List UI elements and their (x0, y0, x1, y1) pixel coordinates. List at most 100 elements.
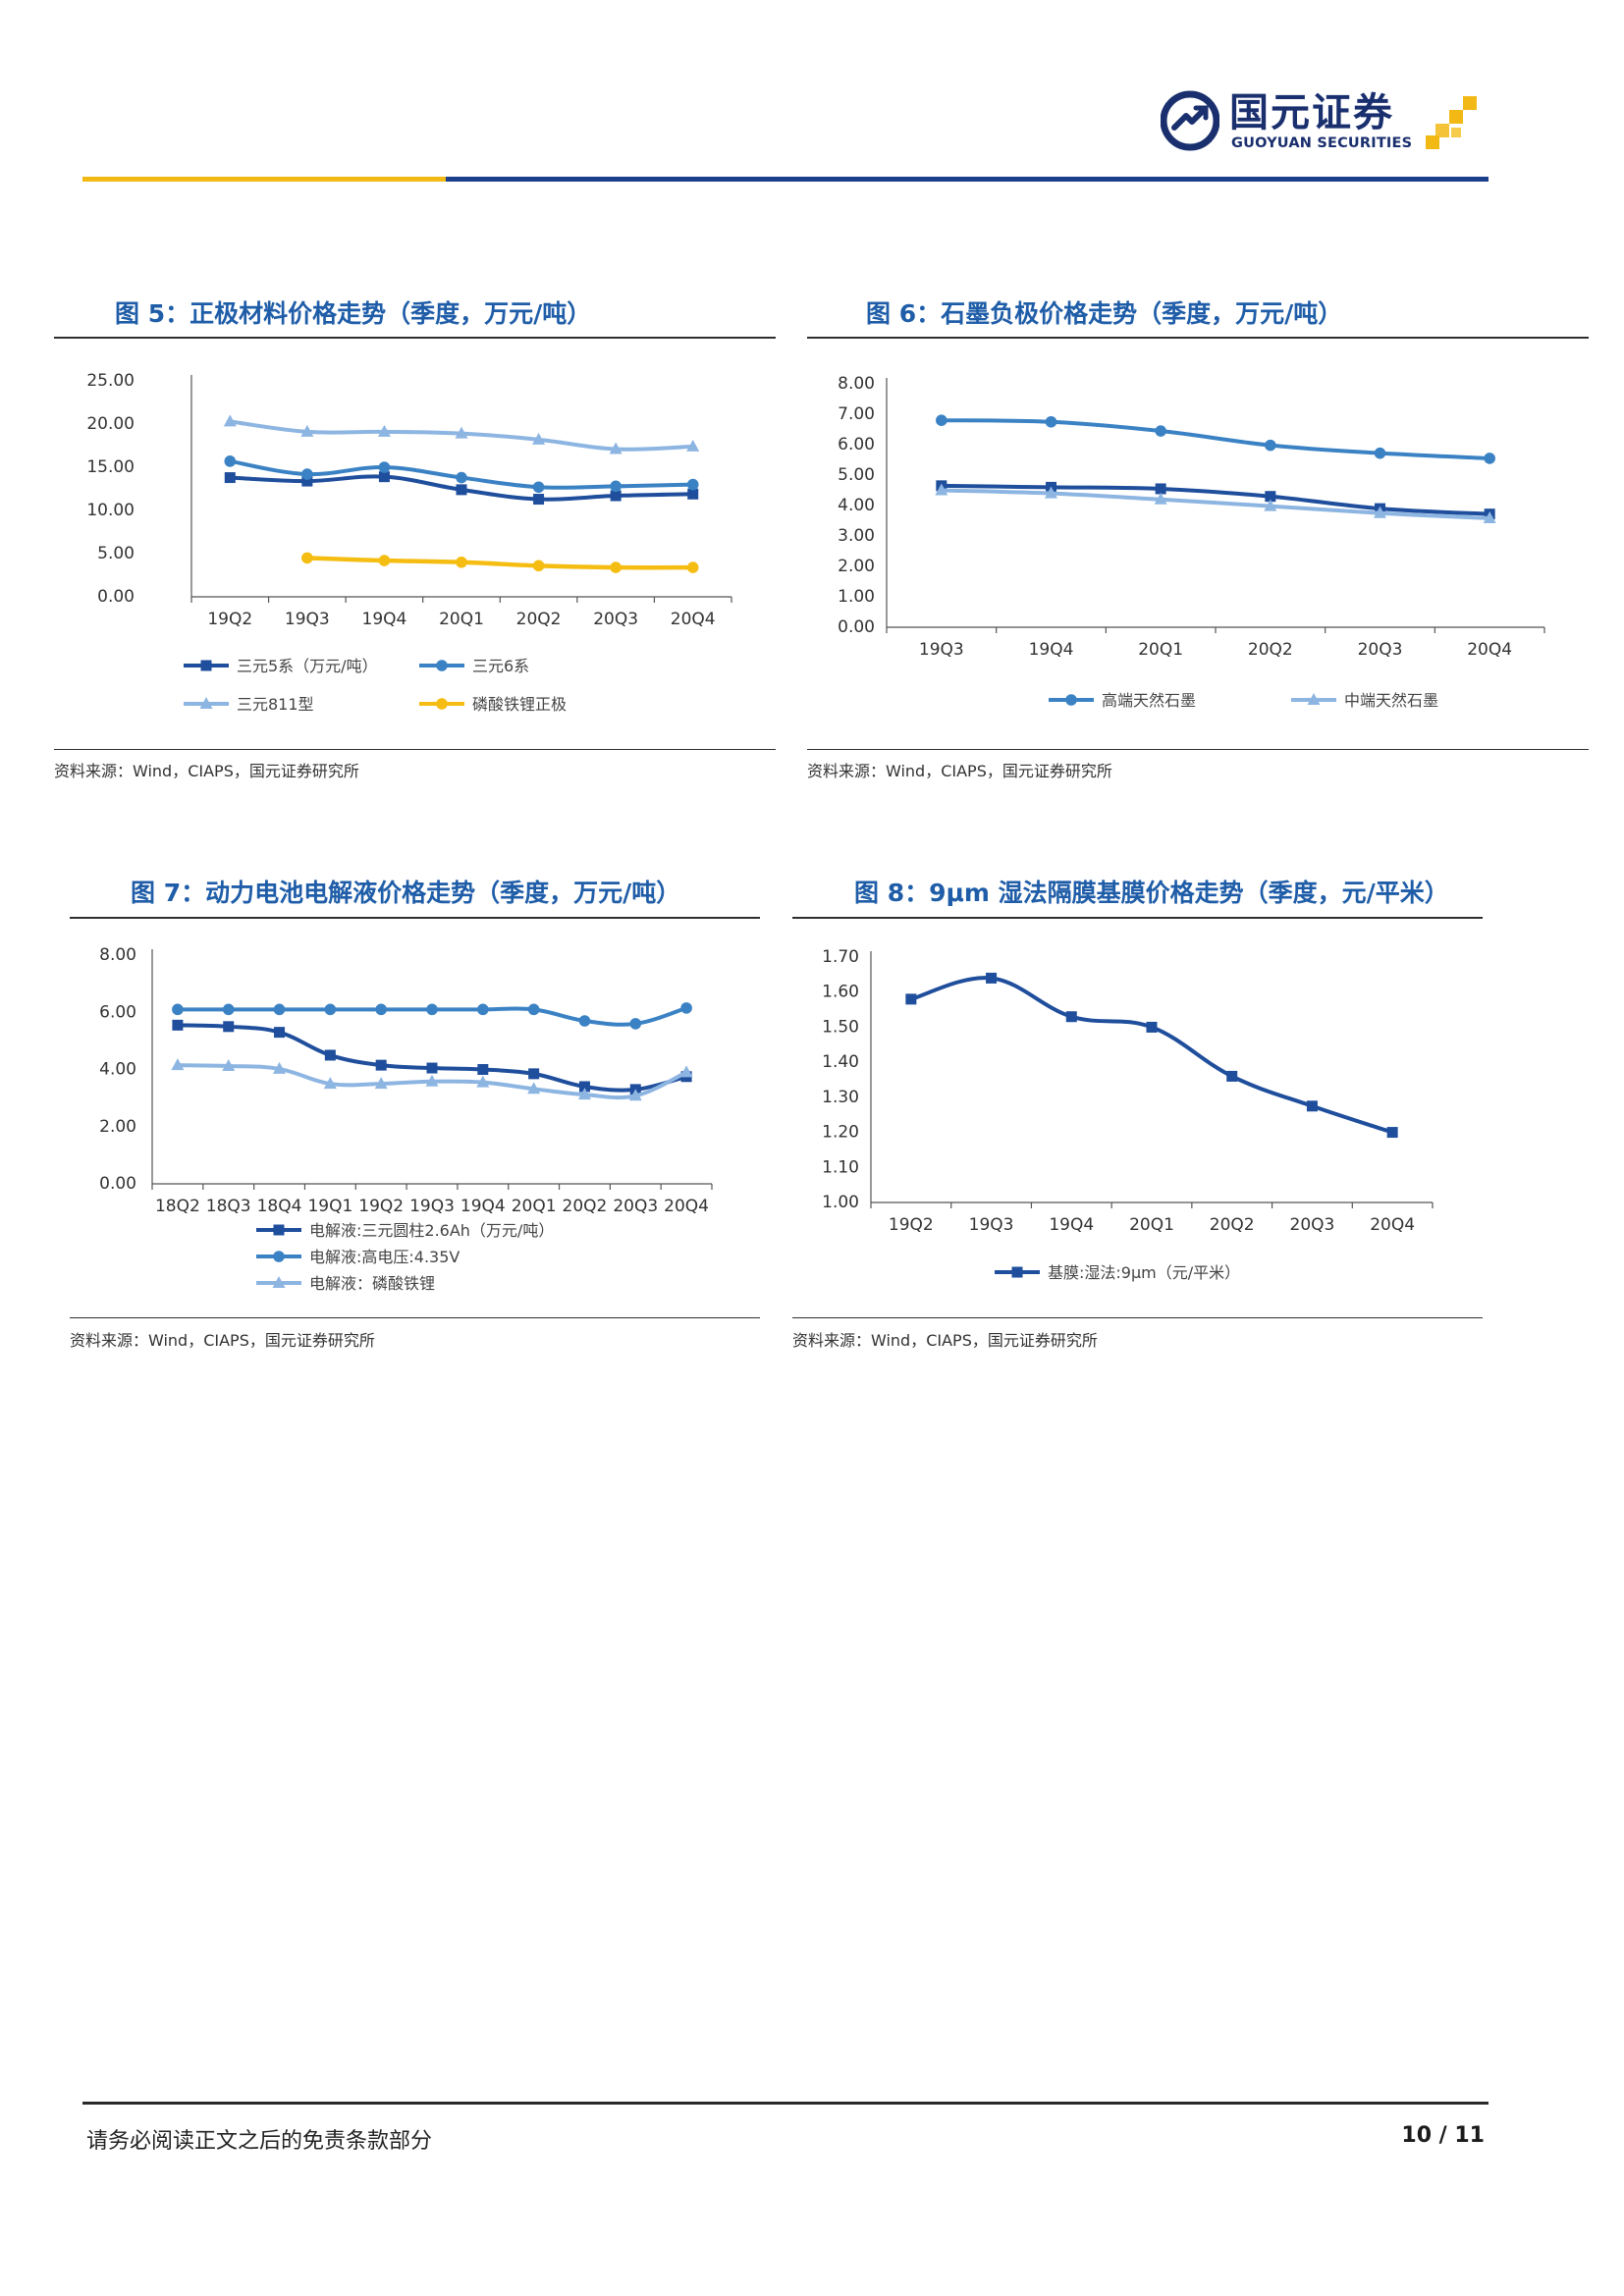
data-point (1264, 499, 1277, 511)
y-tick-label: 1.00 (822, 1193, 859, 1212)
legend-item: 中端天然石墨 (1291, 691, 1438, 710)
data-point (274, 1027, 286, 1039)
legend-item: 电解液:高电压:4.35V (256, 1248, 460, 1266)
data-point (578, 1081, 590, 1093)
data-point (224, 455, 237, 467)
data-point (301, 475, 313, 487)
x-tick-label: 20Q1 (1138, 640, 1183, 660)
header-rule-gold (82, 177, 446, 182)
series-line (304, 556, 695, 570)
series-2 (171, 1058, 693, 1101)
legend-label: 三元5系（万元/吨） (237, 657, 378, 675)
data-point (986, 972, 998, 984)
x-tick-label: 20Q4 (1467, 640, 1512, 660)
data-point (300, 424, 314, 437)
legend-label: 电解液:高电压:4.35V (309, 1248, 460, 1266)
y-tick-label: 10.00 (86, 501, 135, 520)
x-tick-label: 20Q3 (1290, 1215, 1335, 1235)
data-point (323, 1077, 337, 1090)
data-point (1154, 492, 1167, 505)
figure-8-svg: 1.00 1.10 1.20 1.30 1.40 1.50 1.60 1.70 19Q2 19Q3… (822, 947, 1434, 1282)
data-point (1155, 425, 1166, 437)
data-point (425, 1074, 439, 1087)
figure-6-source: 资料来源：Wind，CIAPS，国元证券研究所 (807, 762, 1112, 780)
legend-label: 基膜:湿法:9μm（元/平米） (1048, 1263, 1240, 1282)
legend-item: 电解液:三元圆柱2.6Ah（万元/吨） (256, 1221, 554, 1240)
x-tick-label: 19Q4 (1029, 640, 1074, 660)
y-tick-label: 4.00 (99, 1060, 136, 1080)
data-point (1483, 511, 1496, 524)
x-tick-label: 20Q4 (1370, 1215, 1415, 1235)
x-tick-label: 20Q3 (593, 610, 638, 629)
data-point (609, 442, 623, 454)
y-tick-label: 1.00 (838, 587, 875, 607)
y-tick-label: 6.00 (838, 435, 875, 454)
y-tick-label: 7.00 (838, 404, 875, 424)
data-point (1065, 1011, 1077, 1023)
data-point (680, 1002, 692, 1014)
figure-7-source: 资料来源：Wind，CIAPS，国元证券研究所 (70, 1331, 375, 1350)
data-point (223, 414, 237, 427)
data-point (578, 1015, 591, 1027)
legend-marker (273, 1224, 285, 1236)
data-point (301, 552, 313, 564)
series-0 (224, 471, 699, 506)
data-point (223, 1021, 235, 1033)
data-point (172, 1019, 184, 1031)
legend-marker (199, 697, 213, 709)
legend-label: 电解液:三元圆柱2.6Ah（万元/吨） (309, 1221, 554, 1240)
x-tick-label: 20Q2 (1210, 1215, 1255, 1235)
series-3 (301, 552, 699, 573)
data-point (456, 471, 467, 484)
x-tick-label: 20Q4 (664, 1197, 709, 1216)
x-tick-label: 19Q3 (919, 640, 964, 660)
logo-emblem-icon (1161, 90, 1219, 151)
data-point (686, 439, 700, 452)
data-point (324, 1049, 336, 1061)
data-point (477, 1003, 489, 1016)
y-tick-label: 5.00 (97, 544, 135, 563)
header-rule-blue (446, 177, 1489, 182)
data-point (629, 1018, 642, 1030)
y-tick-label: 1.60 (822, 983, 859, 1002)
x-tick-label: 20Q1 (1129, 1215, 1174, 1235)
legend-marker (200, 660, 212, 671)
legend-item: 高端天然石墨 (1049, 691, 1196, 710)
data-point (687, 488, 699, 500)
data-point (1265, 439, 1276, 452)
y-tick-label: 4.00 (838, 496, 875, 515)
logo-chinese-name: 国元证券 (1229, 90, 1394, 135)
data-point (222, 1003, 235, 1016)
x-tick-label: 20Q2 (563, 1197, 608, 1216)
legend-label: 中端天然石墨 (1344, 691, 1438, 710)
y-tick-label: 3.00 (838, 526, 875, 546)
figure-7-title: 图 7：动力电池电解液价格走势（季度，万元/吨） (131, 879, 681, 907)
legend-label: 三元811型 (237, 695, 314, 714)
legend-marker (1011, 1266, 1023, 1278)
x-tick-label: 18Q3 (206, 1197, 251, 1216)
y-tick-label: 0.00 (838, 617, 875, 637)
legend-marker (272, 1276, 286, 1288)
footer-disclaimer: 请务必阅读正文之后的免责条款部分 (86, 2129, 433, 2154)
x-tick-label: 19Q3 (409, 1197, 455, 1216)
series-line (939, 488, 1492, 521)
y-tick-label: 1.30 (822, 1088, 859, 1107)
legend-marker (1065, 694, 1077, 706)
y-tick-label: 2.00 (838, 557, 875, 576)
x-tick-label: 20Q1 (512, 1197, 557, 1216)
data-point (679, 1065, 693, 1078)
data-point (1374, 506, 1386, 518)
legend-marker (436, 660, 448, 671)
data-point (532, 560, 545, 572)
x-tick-label: 20Q2 (516, 610, 562, 629)
footer-rule (82, 2102, 1489, 2105)
data-point (1484, 453, 1495, 464)
data-point (273, 1061, 287, 1074)
y-tick-label: 6.00 (99, 1002, 136, 1022)
data-point (1146, 1021, 1158, 1033)
series-0 (905, 972, 1398, 1139)
data-point (935, 483, 948, 496)
data-point (532, 481, 545, 494)
data-point (377, 424, 391, 437)
series-line (939, 418, 1492, 460)
